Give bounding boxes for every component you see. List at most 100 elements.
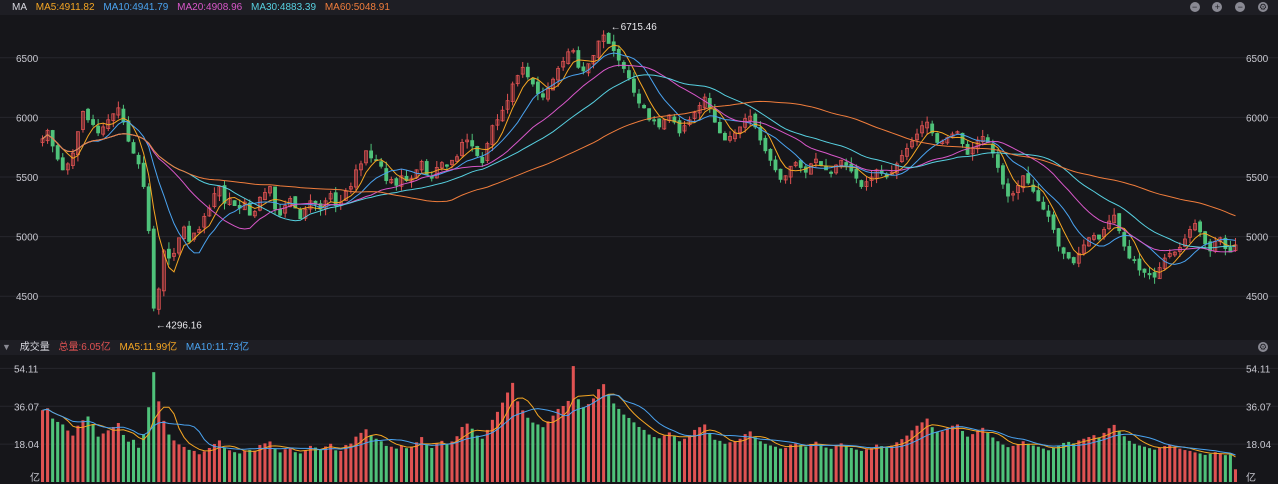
volume-bar: [773, 446, 777, 482]
candle-body: [753, 113, 758, 128]
volume-bar: [354, 436, 358, 482]
candle-body: [354, 169, 358, 188]
candle-body: [647, 108, 652, 121]
volume-bar: [506, 392, 510, 482]
plus-icon[interactable]: +: [1212, 2, 1223, 12]
candle-body: [187, 225, 192, 242]
candle-body: [1031, 184, 1036, 192]
candle-body: [899, 155, 904, 162]
volume-bar: [682, 438, 687, 482]
candle-body: [1188, 229, 1192, 238]
volume-bar: [1178, 448, 1182, 482]
gear-icon[interactable]: ⚙: [1258, 2, 1268, 12]
volume-bar: [415, 442, 419, 482]
volume-bar: [455, 436, 459, 482]
candle-body: [500, 109, 505, 122]
volume-bar: [1057, 445, 1061, 482]
candle-body: [1137, 258, 1142, 271]
volume-bar: [637, 426, 641, 482]
volume-bar: [1087, 437, 1091, 482]
candle-body: [1147, 273, 1152, 276]
candle-body: [793, 162, 798, 167]
candle-body: [990, 143, 995, 154]
volume-bar: [1117, 431, 1121, 482]
volume-bar: [192, 450, 196, 482]
volume-bar: [779, 448, 783, 482]
volume-bar: [834, 445, 838, 482]
volume-bar: [1122, 436, 1126, 482]
volume-bar: [743, 434, 747, 482]
candle-body: [263, 192, 267, 201]
volume-bar: [374, 438, 378, 482]
volume-bar: [561, 405, 565, 482]
volume-bar: [142, 434, 146, 482]
candle-body: [606, 32, 611, 44]
chevron-down-icon[interactable]: ▼: [2, 342, 11, 352]
volume-bar: [222, 447, 227, 482]
volume-bar: [41, 410, 45, 482]
volume-bar: [410, 446, 414, 482]
candle-body: [252, 211, 257, 217]
volume-bar: [536, 424, 540, 482]
volume-ytick-left: 18.04: [14, 440, 39, 451]
price-ytick-left: 5000: [16, 233, 39, 244]
candle-body: [455, 156, 459, 162]
volume-bar: [298, 453, 302, 482]
volume-bar: [71, 435, 75, 482]
volume-bar: [1006, 447, 1010, 482]
candle-body: [758, 127, 763, 141]
candle-body: [161, 250, 166, 292]
volume-bar: [1072, 443, 1076, 482]
volume-bar: [399, 445, 403, 482]
price-ytick-right: 5500: [1246, 173, 1269, 184]
candle-body: [530, 78, 535, 85]
volume-bar: [794, 443, 798, 482]
volume-bar: [1036, 446, 1040, 482]
candle-body: [581, 66, 586, 72]
volume-bar: [501, 402, 505, 482]
volume-ytick-left: 36.07: [14, 402, 39, 413]
volume-bar: [51, 418, 55, 482]
candle-body: [819, 161, 823, 166]
volume-bar: [728, 442, 732, 482]
candle-body: [1117, 213, 1122, 232]
candle-body: [652, 119, 657, 122]
candle-body: [515, 75, 520, 85]
volume-bar: [597, 389, 601, 482]
candle-body: [920, 125, 924, 134]
volume-bar: [1067, 441, 1071, 482]
candle-body: [268, 186, 272, 194]
candle-body: [293, 196, 298, 209]
volume-bar: [1228, 454, 1232, 482]
candle-body: [384, 168, 389, 181]
candle-body: [728, 136, 732, 141]
volume-bar: [511, 382, 515, 482]
candle-body: [131, 142, 136, 154]
volume-bar: [814, 441, 818, 482]
volume-bar: [495, 411, 499, 482]
candle-body: [197, 229, 202, 234]
candle-body: [717, 121, 722, 134]
candle-body: [1001, 165, 1005, 185]
candle-body: [172, 252, 176, 257]
collapse-icon[interactable]: −: [1235, 2, 1246, 12]
candle-body: [596, 40, 601, 58]
candle-body: [333, 192, 338, 207]
candle-body: [86, 108, 90, 121]
price-ytick-left: 6000: [16, 113, 39, 124]
volume-bar: [435, 443, 439, 482]
candle-body: [505, 100, 510, 110]
candle-body: [419, 161, 424, 171]
volume-bar: [1213, 452, 1217, 482]
minus-icon[interactable]: −: [1189, 2, 1200, 12]
volume-bar: [1046, 450, 1050, 482]
candle-body: [1041, 201, 1046, 210]
gear-icon[interactable]: ⚙: [1258, 342, 1268, 352]
price-ytick-right: 6000: [1246, 113, 1269, 124]
volume-bar: [61, 424, 65, 482]
volume-bar: [465, 423, 469, 482]
volume-bar: [718, 440, 722, 482]
candle-body: [925, 121, 930, 129]
candle-body: [359, 163, 363, 171]
volume-bar: [147, 407, 151, 482]
